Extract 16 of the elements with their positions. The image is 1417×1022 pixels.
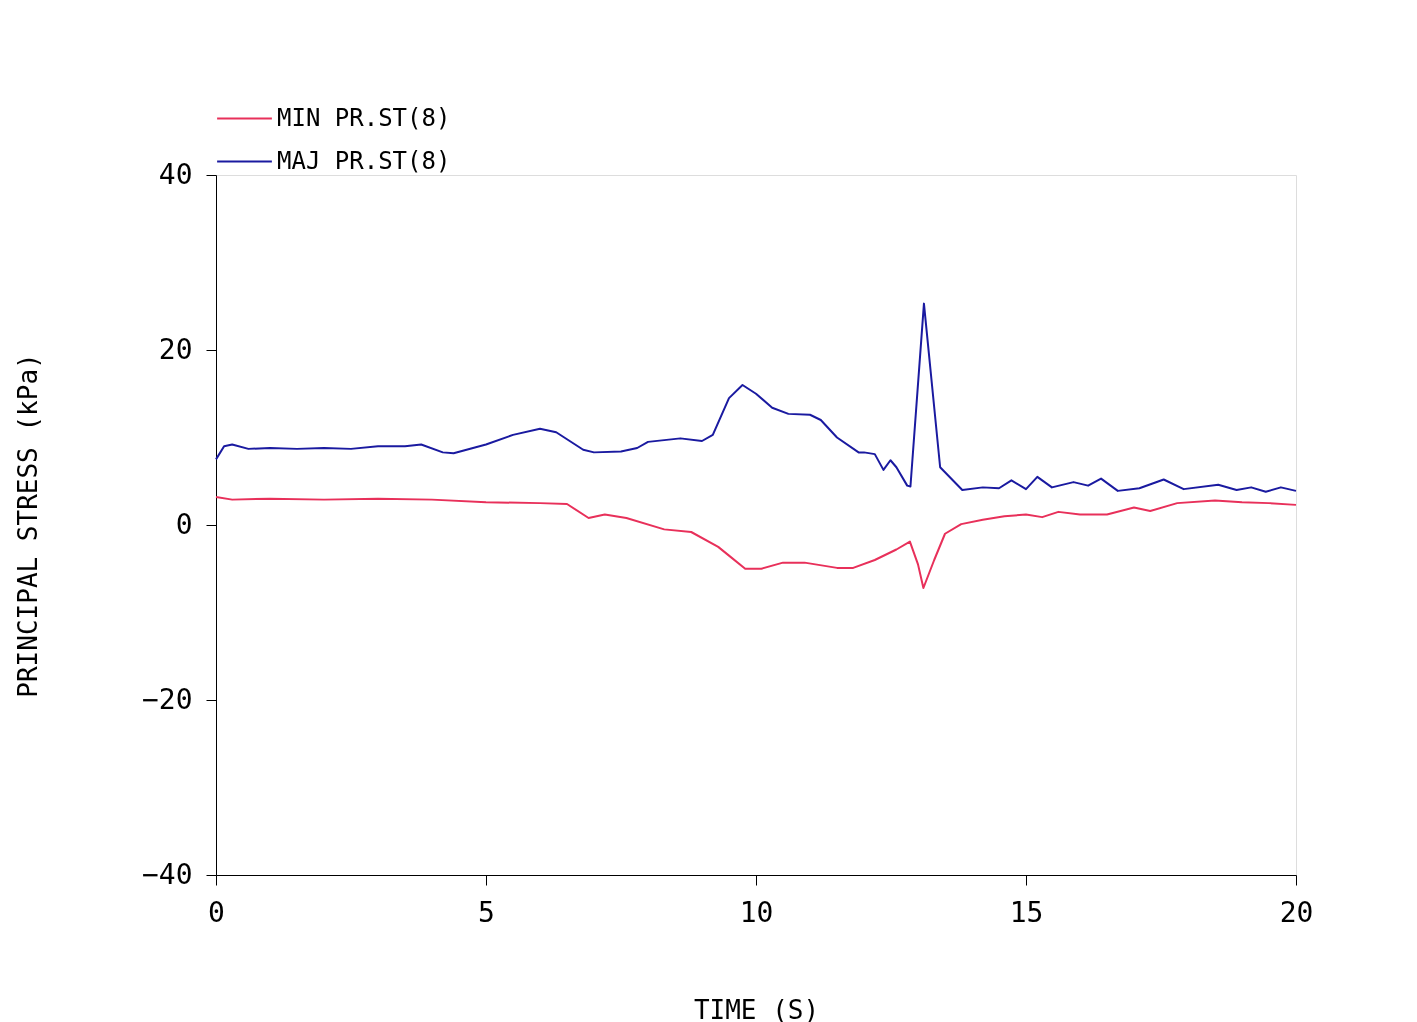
legend-label: MIN PR.ST(8): [277, 103, 451, 132]
y-tick-label: 40: [158, 157, 193, 191]
y-tick-label: 0: [175, 507, 193, 541]
y-tick-label: −20: [141, 682, 193, 716]
y-axis-title: PRINCIPAL STRESS (kPa): [12, 353, 43, 698]
line-series: [215, 496, 1297, 589]
line-series: [215, 302, 1297, 493]
x-tick-label: 10: [739, 895, 774, 929]
legend-label: MAJ PR.ST(8): [277, 146, 451, 175]
y-tick-label: 20: [158, 332, 193, 366]
x-axis-title: TIME (S): [693, 994, 820, 1022]
x-tick-label: 5: [478, 895, 495, 929]
y-tick-label: −40: [141, 857, 193, 891]
x-tick-label: 0: [208, 895, 225, 929]
x-tick-label: 15: [1009, 895, 1044, 929]
x-tick-label: 20: [1279, 895, 1314, 929]
